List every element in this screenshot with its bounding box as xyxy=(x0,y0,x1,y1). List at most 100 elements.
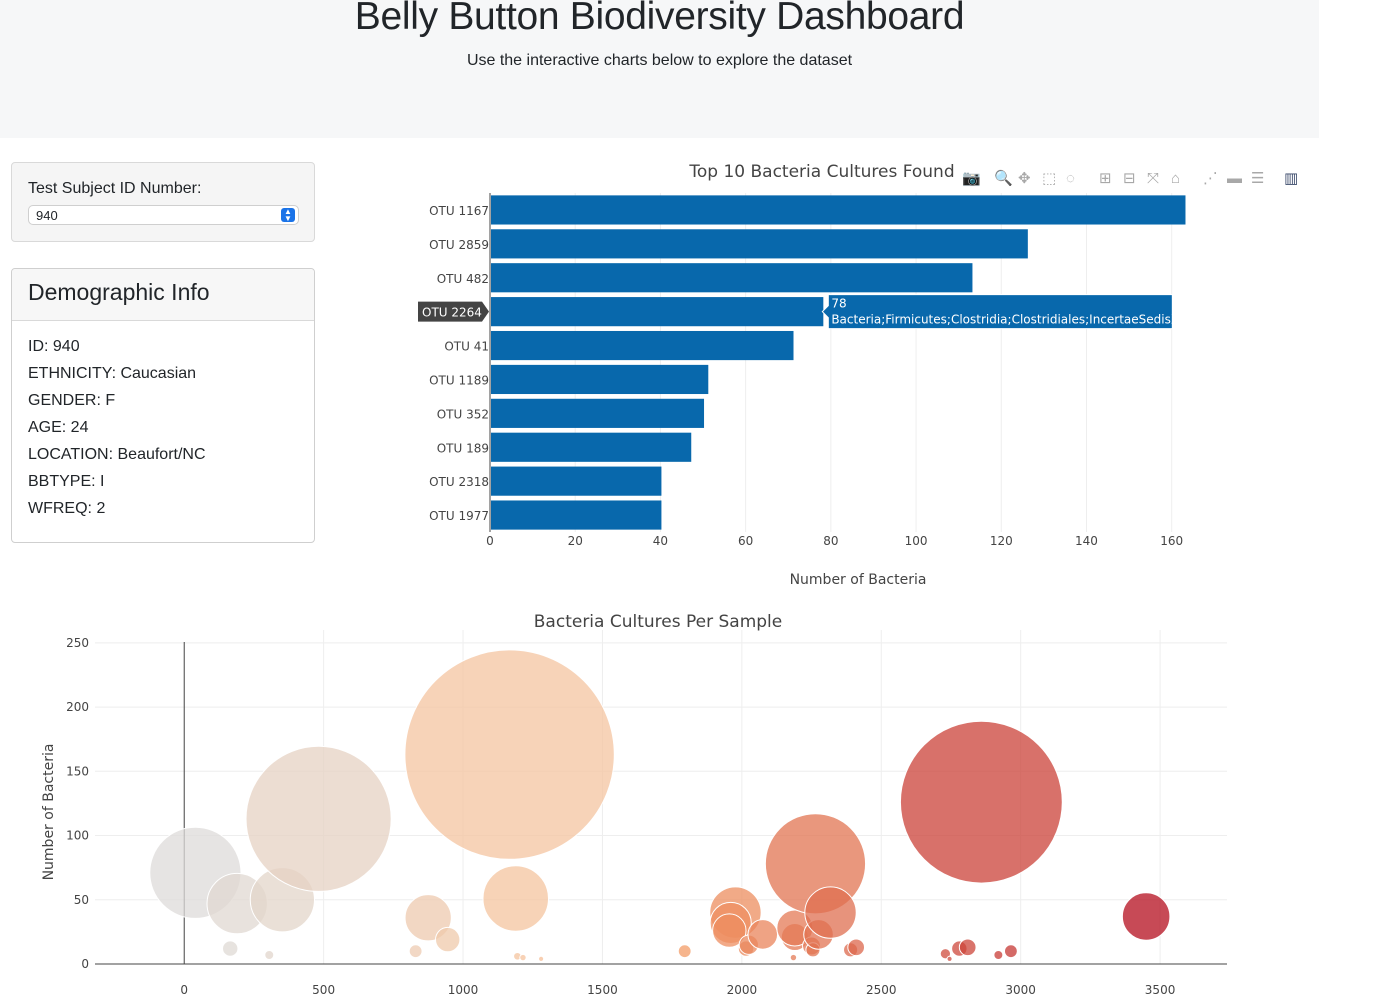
demo-row-ethnicity: ETHNICITY: Caucasian xyxy=(28,365,197,382)
bubble-point-2[interactable] xyxy=(222,940,239,957)
page-title: Belly Button Biodiversity Dashboard xyxy=(354,0,965,38)
subject-id-select[interactable]: 940 ▲ ▼ xyxy=(28,205,299,225)
bar-x-tick-label: 120 xyxy=(990,534,1013,548)
spike-lines-icon[interactable]: ⋰ xyxy=(1203,170,1218,187)
bar-x-tick-label: 160 xyxy=(1160,534,1183,548)
bar-x-tick-label: 0 xyxy=(486,534,494,548)
hover-compare-icon[interactable]: ☰ xyxy=(1251,170,1265,187)
bubble-x-tick-label: 1000 xyxy=(448,983,479,997)
bubble-point-10[interactable] xyxy=(482,865,549,932)
bubble-x-tick-label: 500 xyxy=(312,983,335,997)
bubble-x-tick-label: 3000 xyxy=(1005,983,1036,997)
demographic-info-header: Demographic Info xyxy=(12,269,314,321)
bubble-y-tick-label: 250 xyxy=(66,636,89,650)
hover-label-text: Bacteria;Firmicutes;Clostridia;Clostridi… xyxy=(831,313,1182,327)
bubble-x-tick-label: 0 xyxy=(180,983,188,997)
demo-row-gender: GENDER: F xyxy=(28,392,116,409)
bar-category-label: OTU 1189 xyxy=(429,373,489,387)
bubble-y-tick-label: 200 xyxy=(66,700,89,714)
bar-category-label: OTU 2859 xyxy=(429,238,489,252)
demo-row-age: AGE: 24 xyxy=(28,419,89,436)
bar-2[interactable] xyxy=(491,263,973,293)
bubble-point-21[interactable] xyxy=(789,953,798,962)
demo-row-id: ID: 940 xyxy=(28,338,80,355)
bar-category-label: OTU 482 xyxy=(437,272,489,286)
autoscale-icon[interactable]: ⤧ xyxy=(1147,170,1160,187)
bubble-point-14[interactable] xyxy=(677,944,692,959)
subject-selector-panel: Test Subject ID Number: 940 ▲ ▼ xyxy=(11,162,315,242)
bubble-y-tick-label: 100 xyxy=(66,829,89,843)
lasso-icon[interactable]: ◌ xyxy=(1066,170,1075,187)
bar-category-label: OTU 41 xyxy=(444,340,489,354)
header-banner: Belly Button Biodiversity Dashboard Use … xyxy=(0,0,1319,138)
bubble-point-20[interactable] xyxy=(747,919,779,950)
bar-x-tick-label: 140 xyxy=(1075,534,1098,548)
bubble-point-32[interactable] xyxy=(946,955,953,962)
bubble-x-tick-label: 3500 xyxy=(1145,983,1176,997)
bar-4[interactable] xyxy=(491,330,794,361)
bubble-point-9[interactable] xyxy=(404,649,615,860)
bubble-point-3[interactable] xyxy=(264,950,275,961)
bubble-point-34[interactable] xyxy=(958,938,977,957)
bar-6[interactable] xyxy=(491,398,705,428)
camera-icon[interactable]: 📷 xyxy=(962,170,981,187)
bar-x-tick-label: 80 xyxy=(823,534,838,548)
bubble-point-37[interactable] xyxy=(1003,944,1018,959)
bubble-point-17[interactable] xyxy=(712,913,747,948)
bubble-x-tick-label: 1500 xyxy=(587,983,618,997)
bar-9[interactable] xyxy=(491,500,662,530)
plotly-logo-icon[interactable]: ▥ xyxy=(1284,170,1299,187)
bubble-point-36[interactable] xyxy=(993,950,1004,961)
demo-row-bbtype: BBTYPE: I xyxy=(28,473,105,490)
bubble-point-5[interactable] xyxy=(245,745,392,892)
bar-5[interactable] xyxy=(491,364,709,395)
bubble-point-28[interactable] xyxy=(804,886,857,939)
box-select-icon[interactable]: ⬚ xyxy=(1042,170,1057,187)
zoom-out-icon[interactable]: ⊟ xyxy=(1123,170,1136,187)
bubble-y-axis-title: Number of Bacteria xyxy=(41,744,57,881)
bar-category-label: OTU 189 xyxy=(437,441,489,455)
bar-x-tick-label: 60 xyxy=(738,534,753,548)
subject-id-value: 940 xyxy=(36,208,58,223)
bar-chart[interactable]: 0 20 40 60 80 100 120 140 160 OTU 1167 OTU 2859 OTU… xyxy=(0,0,1375,600)
home-icon[interactable]: ⌂ xyxy=(1171,170,1181,187)
bubble-point-8[interactable] xyxy=(435,926,461,953)
hover-closest-icon[interactable]: ▬ xyxy=(1227,170,1242,187)
bubble-point-6[interactable] xyxy=(408,944,423,959)
bubble-point-13[interactable] xyxy=(538,955,545,962)
bar-3[interactable] xyxy=(491,297,824,327)
bubble-point-35[interactable] xyxy=(899,720,1063,884)
bar-category-label: OTU 2318 xyxy=(429,475,489,489)
bar-category-label: OTU 2264 xyxy=(422,306,482,320)
demo-row-wfreq: WFREQ: 2 xyxy=(28,500,106,517)
bar-7[interactable] xyxy=(491,432,692,462)
bar-0[interactable] xyxy=(491,195,1186,225)
demographic-info-body: ID: 940 ETHNICITY: Caucasian GENDER: F A… xyxy=(28,337,206,526)
bar-x-tick-label: 100 xyxy=(905,534,928,548)
bar-x-axis-title: Number of Bacteria xyxy=(790,572,927,588)
bar-category-label: OTU 1167 xyxy=(429,204,489,218)
chart-modebar: 📷 🔍 ✥ ⬚ ◌ ⊞ ⊟ ⤧ ⌂ ⋰ ▬ ☰ ▥ xyxy=(962,170,1307,190)
bubble-y-tick-label: 150 xyxy=(66,764,89,778)
hover-value-tooltip: 78 Bacteria;Firmicutes;Clostridia;Clostri… xyxy=(821,294,1183,330)
select-arrows-icon: ▲ ▼ xyxy=(281,208,295,223)
page-subtitle: Use the interactive charts below to expl… xyxy=(466,52,853,69)
zoom-icon[interactable]: 🔍 xyxy=(994,170,1013,187)
bubble-x-tick-label: 2000 xyxy=(727,983,758,997)
demo-row-location: LOCATION: Beaufort/NC xyxy=(28,446,206,463)
bubble-point-30[interactable] xyxy=(847,938,866,957)
bar-x-tick-label: 40 xyxy=(653,534,668,548)
pan-icon[interactable]: ✥ xyxy=(1018,170,1031,187)
bar-1[interactable] xyxy=(491,229,1028,259)
hover-tooltip-box xyxy=(821,294,1173,330)
bar-x-tick-label: 20 xyxy=(568,534,583,548)
bubble-x-tick-label: 2500 xyxy=(866,983,897,997)
hover-value-text: 78 xyxy=(831,297,846,311)
bubble-point-38[interactable] xyxy=(1121,892,1171,941)
zoom-in-icon[interactable]: ⊞ xyxy=(1099,170,1112,187)
bar-chart-title: Top 10 Bacteria Cultures Found xyxy=(688,162,954,182)
bar-8[interactable] xyxy=(491,466,662,496)
bubble-point-12[interactable] xyxy=(519,953,527,962)
bubble-point-7[interactable] xyxy=(404,894,452,942)
